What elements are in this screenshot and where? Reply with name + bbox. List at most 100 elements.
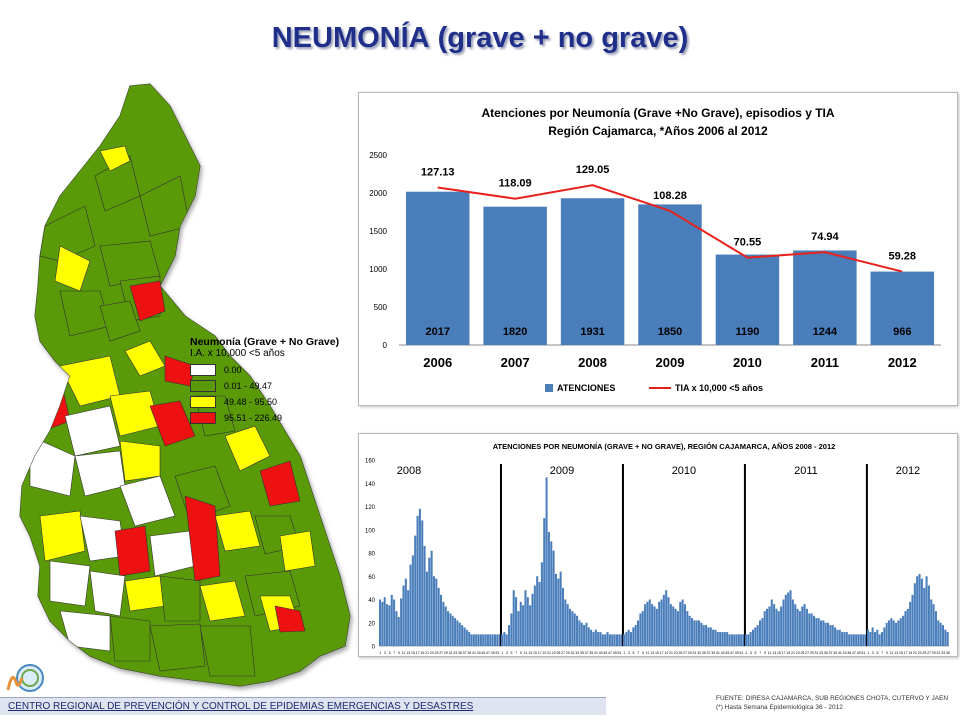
x-tick-label: 33	[697, 651, 701, 655]
bar	[683, 604, 686, 646]
bar	[895, 622, 898, 646]
y-tick-label: 160	[365, 459, 376, 465]
legend-row: 95.51 - 226.49	[190, 411, 355, 425]
bar	[543, 518, 546, 646]
bar	[756, 625, 759, 646]
bar	[386, 604, 389, 646]
bar	[744, 634, 747, 646]
bar	[944, 629, 947, 646]
bar	[472, 634, 475, 646]
bar	[873, 632, 876, 646]
bar	[517, 611, 520, 646]
x-tick-label: 35	[946, 651, 950, 655]
bar	[529, 605, 532, 646]
x-tick-label: 29	[566, 651, 570, 655]
bar	[740, 634, 743, 646]
bar	[824, 622, 827, 646]
bar	[737, 634, 740, 646]
x-tick-label: 49	[735, 651, 739, 655]
bar	[939, 622, 942, 646]
bar	[667, 597, 670, 646]
x-tick-label: 21	[547, 651, 551, 655]
bar	[465, 629, 468, 646]
bar	[613, 634, 616, 646]
bar	[421, 520, 424, 646]
bar	[714, 629, 717, 646]
bar	[801, 606, 804, 646]
x-tick-label: 49	[857, 651, 861, 655]
bar	[897, 620, 900, 646]
bar	[911, 594, 914, 646]
bar	[791, 599, 794, 646]
bar	[941, 625, 945, 646]
tia-line	[437, 184, 903, 273]
y-tick-label: 0	[383, 341, 388, 350]
bar	[634, 625, 637, 646]
bar	[932, 604, 935, 646]
x-tick-label: 29	[810, 651, 814, 655]
bar	[522, 605, 525, 646]
bar	[430, 550, 433, 646]
chart-subtitle: Región Cajamarca, *Años 2006 al 2012	[548, 124, 768, 138]
x-tick-label: 1	[867, 651, 869, 655]
bar	[393, 599, 396, 646]
note-text: (*) Hasta Semana Epidemiológica 36 - 201…	[716, 704, 843, 711]
legend-row: 0.00	[190, 363, 355, 377]
bar	[793, 250, 857, 345]
bar	[827, 622, 830, 646]
bar	[728, 634, 731, 646]
bar	[857, 634, 860, 646]
bar	[576, 615, 579, 646]
bar	[508, 625, 511, 646]
x-tick-label: 15	[655, 651, 659, 655]
bar	[545, 477, 548, 646]
x-tick-label: 2011	[811, 355, 839, 370]
bar	[869, 632, 872, 646]
legend-subtitle: I.A. x 10,000 <5 años	[190, 348, 285, 359]
x-tick-label: 39	[589, 651, 593, 655]
x-tick-label: 11	[646, 651, 650, 655]
bar	[817, 618, 820, 646]
bar	[381, 601, 384, 646]
bar	[665, 590, 668, 646]
bar	[435, 578, 438, 646]
bar	[831, 625, 834, 646]
bar	[822, 620, 825, 646]
bar	[397, 616, 400, 646]
x-tick-label: 47	[730, 651, 734, 655]
x-tick-label: 9	[764, 651, 766, 655]
bar	[681, 599, 684, 646]
bar	[407, 590, 410, 646]
bar	[766, 608, 769, 646]
x-tick-label: 9	[398, 651, 400, 655]
bar	[578, 620, 581, 646]
chart-title: Atenciones por Neumonía (Grave +No Grave…	[481, 106, 834, 120]
x-tick-label: 5	[389, 651, 391, 655]
bar	[606, 632, 609, 646]
bar	[946, 632, 949, 646]
x-tick-label: 25	[678, 651, 682, 655]
bar-data-label: 1850	[658, 326, 682, 338]
bar	[608, 634, 611, 646]
bar	[409, 564, 412, 646]
x-tick-label: 37	[707, 651, 711, 655]
x-tick-label: 17	[782, 651, 786, 655]
x-tick-label: 19	[664, 651, 668, 655]
bar	[892, 620, 895, 646]
bar	[379, 599, 382, 646]
line-data-label: 70.55	[734, 237, 762, 249]
bar	[615, 634, 618, 646]
x-tick-label: 15	[899, 651, 903, 655]
x-tick-label: 15	[411, 651, 415, 655]
bar	[599, 632, 602, 646]
bar	[782, 599, 785, 646]
bar	[852, 634, 855, 646]
x-tick-label: 11	[402, 651, 406, 655]
legend-row: 0.01 - 49.47	[190, 379, 355, 393]
bar	[918, 573, 921, 646]
bar	[482, 634, 485, 646]
bar	[836, 629, 839, 646]
bar	[648, 599, 651, 646]
legend-label: 95.51 - 226.49	[224, 413, 283, 423]
x-tick-label: 51	[617, 651, 621, 655]
